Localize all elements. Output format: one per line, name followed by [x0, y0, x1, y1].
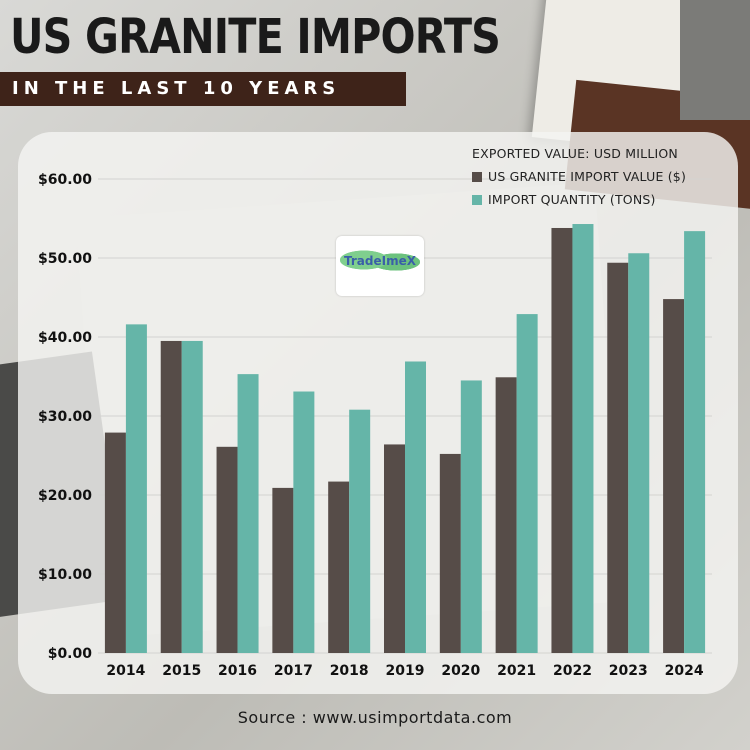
legend-swatch-quantity — [472, 194, 482, 205]
x-tick-label: 2014 — [106, 663, 145, 679]
bar-import-value — [160, 340, 182, 653]
tradeimex-logo: TradeImeX — [336, 236, 424, 296]
legend-swatch-value — [472, 171, 482, 182]
bar-import-value — [607, 262, 629, 653]
bar-import-value — [104, 432, 126, 653]
y-tick-label: $50.00 — [38, 251, 92, 267]
bar-import-quantity — [125, 324, 147, 653]
y-tick-label: $0.00 — [48, 646, 93, 662]
source-note: Source : www.usimportdata.com — [237, 708, 513, 727]
bar-import-value — [216, 446, 238, 653]
y-tick-label: $40.00 — [38, 330, 92, 346]
bar-import-value — [439, 453, 461, 653]
bar-import-quantity — [628, 253, 650, 653]
y-tick-label: $20.00 — [38, 488, 92, 504]
legend-item-value: US GRANITE IMPORT VALUE ($) — [472, 169, 686, 184]
bar-import-quantity — [572, 224, 594, 653]
page-title: US GRANITE IMPORTS — [10, 9, 501, 65]
bar-import-quantity — [237, 374, 259, 653]
x-tick-label: 2015 — [162, 663, 201, 679]
bar-import-value — [495, 377, 517, 653]
bar-import-value — [663, 299, 685, 653]
bar-import-value — [384, 444, 405, 653]
x-tick-label: 2023 — [609, 663, 648, 679]
y-tick-label: $30.00 — [38, 409, 92, 425]
x-tick-label: 2024 — [665, 663, 704, 679]
grey-slab-decoration — [680, 0, 750, 120]
x-tick-label: 2019 — [386, 663, 425, 679]
bar-import-quantity — [349, 409, 371, 653]
bar-import-value — [328, 481, 350, 653]
chart-legend: EXPORTED VALUE: USD MILLION US GRANITE I… — [472, 146, 686, 215]
y-tick-label: $10.00 — [38, 567, 92, 583]
bar-import-value — [551, 227, 573, 654]
legend-label-value: US GRANITE IMPORT VALUE ($) — [488, 169, 687, 184]
x-tick-label: 2021 — [497, 663, 536, 679]
bar-import-quantity — [405, 361, 426, 653]
x-tick-label: 2017 — [274, 663, 313, 679]
logo-text: TradeImeX — [344, 254, 416, 268]
x-tick-label: 2018 — [330, 663, 369, 679]
bar-import-quantity — [684, 231, 706, 653]
x-tick-label: 2022 — [553, 663, 592, 679]
legend-title: EXPORTED VALUE: USD MILLION — [472, 146, 678, 161]
bar-import-quantity — [516, 314, 538, 653]
bar-import-quantity — [293, 391, 315, 653]
bar-import-quantity — [460, 380, 482, 653]
y-tick-label: $60.00 — [38, 172, 92, 188]
legend-item-quantity: IMPORT QUANTITY (TONS) — [472, 192, 686, 207]
x-tick-label: 2016 — [218, 663, 257, 679]
bar-import-quantity — [181, 340, 203, 653]
page-subtitle: IN THE LAST 10 YEARS — [12, 78, 341, 99]
x-tick-label: 2020 — [441, 663, 480, 679]
world-map-icon — [340, 242, 420, 282]
bar-import-value — [272, 487, 294, 653]
subtitle-band: IN THE LAST 10 YEARS — [0, 72, 406, 106]
legend-label-quantity: IMPORT QUANTITY (TONS) — [488, 192, 656, 207]
